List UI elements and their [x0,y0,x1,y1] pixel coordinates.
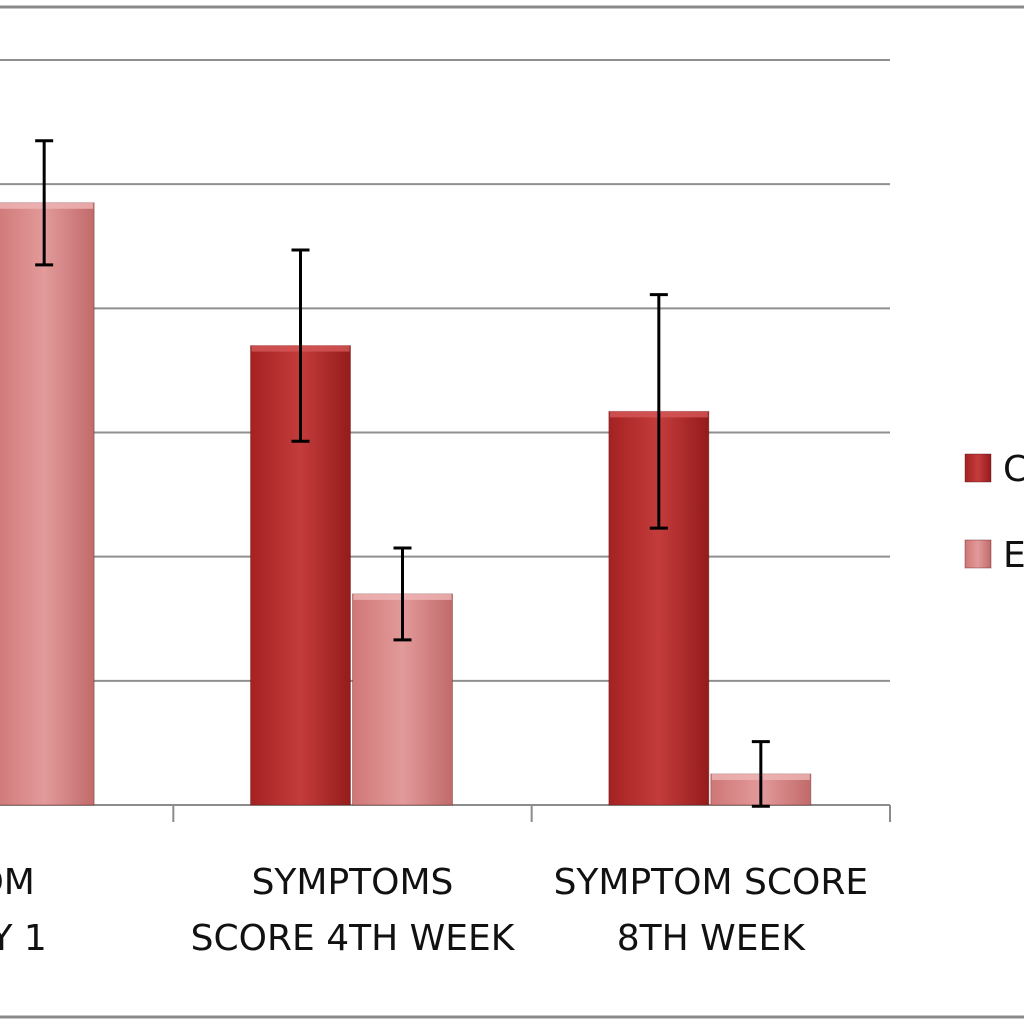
gridlines [0,59,890,806]
category-label: SYMPTOM SCORE [554,862,869,903]
category-label: SCORE 4TH WEEK [191,918,516,959]
category-label: TOM [0,862,35,903]
category-label: DAY 1 [0,918,47,959]
outer-frame [0,5,1024,1019]
legend-swatch-e [964,539,992,569]
error-bar-e-0 [35,139,54,267]
bar-e-0 [0,202,95,806]
legend: CE [964,449,1024,576]
bars [0,202,812,806]
error-bar-c-2 [649,293,668,530]
legend-label-e: E [1003,535,1024,576]
error-bars [35,139,770,808]
x-axis [172,805,891,822]
category-label: 8TH WEEK [617,918,806,959]
category-label: SYMPTOMS [252,862,454,903]
category-labels: TOM DAY 1 SYMPTOMS SCORE 4TH WEEK SYMPTOM SC… [0,862,868,959]
error-bar-e-1 [393,546,412,642]
error-bar-c-1 [291,248,310,443]
legend-label-c: C [1003,449,1024,490]
error-bar-e-2 [751,740,770,808]
bar-highlight [0,202,94,209]
legend-swatch-c [964,453,992,483]
